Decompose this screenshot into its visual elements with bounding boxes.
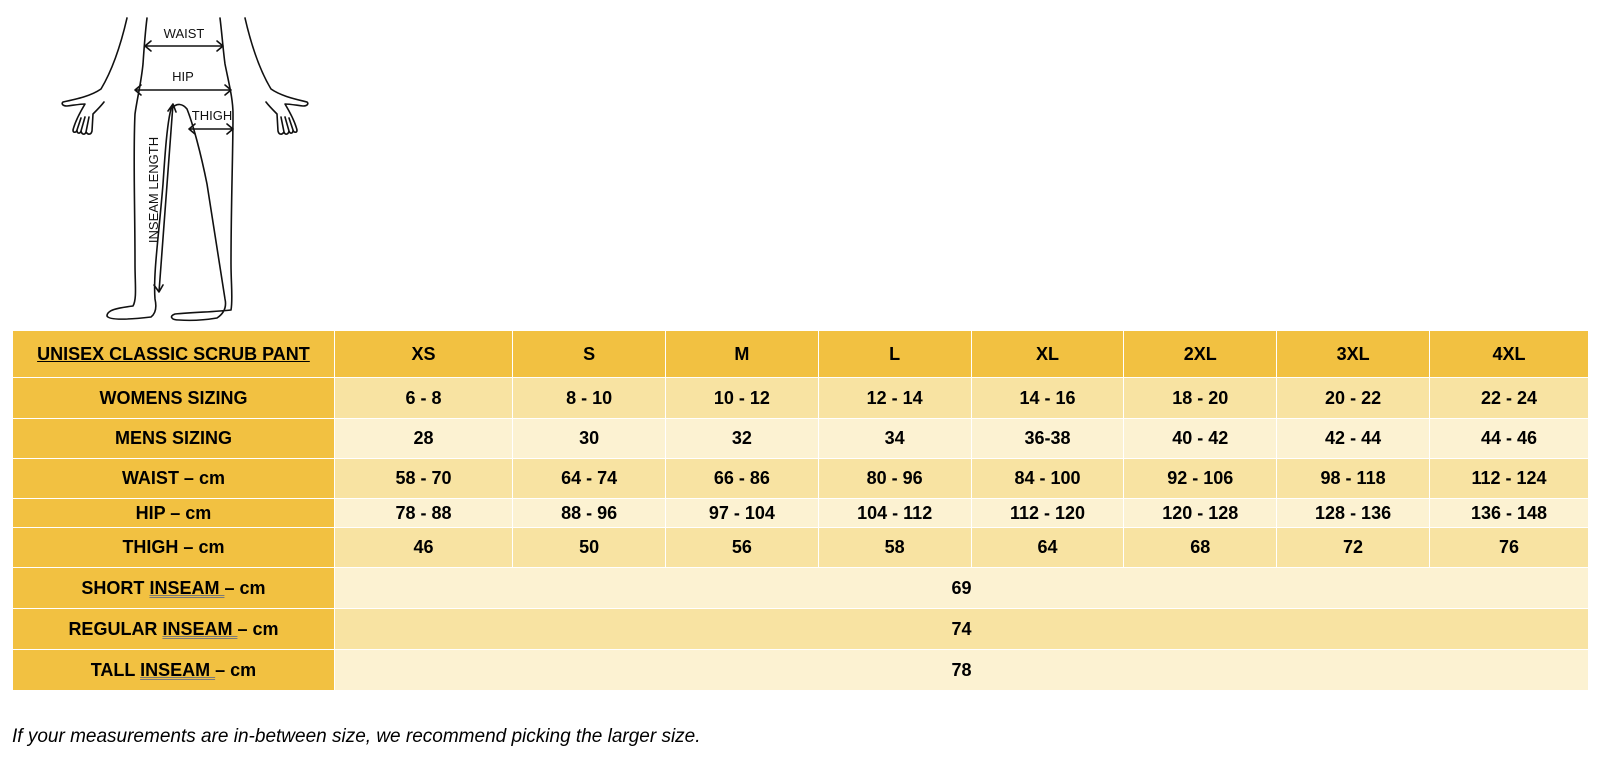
inseam-row-tall: TALL INSEAM – cm 78 [12, 649, 1590, 691]
table-cell: 78 - 88 [333, 498, 514, 528]
footnote: If your measurements are in-between size… [12, 726, 701, 747]
row-label: WAIST – cm [12, 458, 335, 499]
table-cell: 84 - 100 [970, 458, 1125, 499]
merged-value-cell: 69 [333, 567, 1590, 609]
table-cell: 97 - 104 [664, 498, 819, 528]
size-header: 2XL [1123, 330, 1278, 378]
body-outline-illustration: WAIST HIP THIGH INSEAM LENGTH [61, 17, 309, 322]
table-row: MENS SIZING 28 30 32 34 36-38 40 - 42 42… [12, 418, 1590, 459]
waist-label: WAIST [164, 26, 205, 41]
table-cell: 58 - 70 [333, 458, 514, 499]
table-cell: 10 - 12 [664, 377, 819, 419]
row-label: THIGH – cm [12, 527, 335, 568]
size-header: S [512, 330, 666, 378]
table-cell: 112 - 124 [1428, 458, 1590, 499]
size-header: M [664, 330, 819, 378]
table-cell: 72 [1276, 527, 1430, 568]
table-cell: 12 - 14 [817, 377, 972, 419]
table-cell: 128 - 136 [1276, 498, 1430, 528]
size-header: 3XL [1276, 330, 1430, 378]
row-label: MENS SIZING [12, 418, 335, 459]
table-cell: 58 [817, 527, 972, 568]
table-cell: 64 [970, 527, 1125, 568]
inseam-row-short: SHORT INSEAM – cm 69 [12, 567, 1590, 609]
size-header: 4XL [1428, 330, 1590, 378]
table-cell: 18 - 20 [1123, 377, 1278, 419]
table-cell: 8 - 10 [512, 377, 666, 419]
table-cell: 98 - 118 [1276, 458, 1430, 499]
table-cell: 92 - 106 [1123, 458, 1278, 499]
inseam-length-label: INSEAM LENGTH [146, 137, 161, 243]
table-cell: 80 - 96 [817, 458, 972, 499]
measurement-diagram: WAIST HIP THIGH INSEAM LENGTH [55, 14, 315, 332]
row-label: WOMENS SIZING [12, 377, 335, 419]
size-chart-table: UNISEX CLASSIC SCRUB PANT XS S M L XL 2X… [12, 330, 1590, 691]
table-cell: 6 - 8 [333, 377, 514, 419]
table-cell: 88 - 96 [512, 498, 666, 528]
table-cell: 56 [664, 527, 819, 568]
hip-label: HIP [172, 69, 194, 84]
table-cell: 50 [512, 527, 666, 568]
table-cell: 120 - 128 [1123, 498, 1278, 528]
table-cell: 14 - 16 [970, 377, 1125, 419]
merged-value-cell: 74 [333, 608, 1590, 650]
row-label: REGULAR INSEAM – cm [12, 608, 335, 650]
table-row: WAIST – cm 58 - 70 64 - 74 66 - 86 80 - … [12, 458, 1590, 499]
table-cell: 28 [333, 418, 514, 459]
merged-value-cell: 78 [333, 649, 1590, 691]
row-label: HIP – cm [12, 498, 335, 528]
table-cell: 22 - 24 [1428, 377, 1590, 419]
table-cell: 40 - 42 [1123, 418, 1278, 459]
size-header: L [817, 330, 972, 378]
row-label: TALL INSEAM – cm [12, 649, 335, 691]
table-cell: 136 - 148 [1428, 498, 1590, 528]
table-cell: 64 - 74 [512, 458, 666, 499]
table-row: WOMENS SIZING 6 - 8 8 - 10 10 - 12 12 - … [12, 377, 1590, 419]
table-cell: 104 - 112 [817, 498, 972, 528]
inseam-row-regular: REGULAR INSEAM – cm 74 [12, 608, 1590, 650]
size-header: XS [333, 330, 514, 378]
table-row: HIP – cm 78 - 88 88 - 96 97 - 104 104 - … [12, 498, 1590, 528]
table-cell: 46 [333, 527, 514, 568]
table-cell: 112 - 120 [970, 498, 1125, 528]
table-cell: 66 - 86 [664, 458, 819, 499]
table-cell: 34 [817, 418, 972, 459]
table-cell: 20 - 22 [1276, 377, 1430, 419]
table-row: THIGH – cm 46 50 56 58 64 68 72 76 [12, 527, 1590, 568]
table-cell: 30 [512, 418, 666, 459]
table-cell: 32 [664, 418, 819, 459]
table-cell: 44 - 46 [1428, 418, 1590, 459]
size-header: XL [970, 330, 1125, 378]
row-label: SHORT INSEAM – cm [12, 567, 335, 609]
chart-title: UNISEX CLASSIC SCRUB PANT [12, 330, 335, 378]
size-header-row: UNISEX CLASSIC SCRUB PANT XS S M L XL 2X… [12, 330, 1590, 378]
table-cell: 36-38 [970, 418, 1125, 459]
table-cell: 42 - 44 [1276, 418, 1430, 459]
table-cell: 68 [1123, 527, 1278, 568]
thigh-label: THIGH [192, 108, 232, 123]
table-cell: 76 [1428, 527, 1590, 568]
